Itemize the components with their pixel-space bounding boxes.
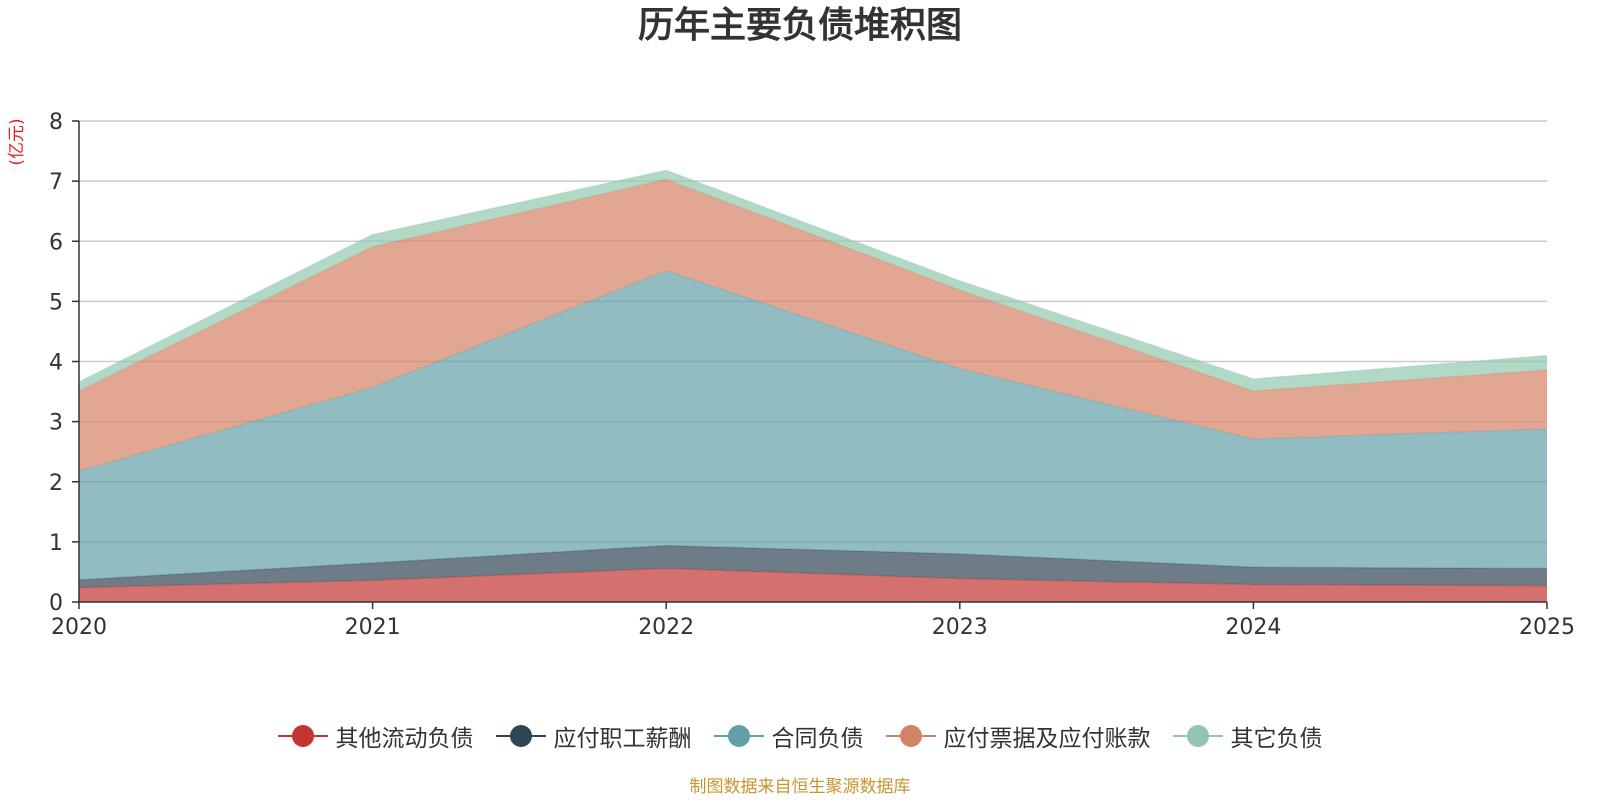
y-tick-label: 4	[49, 351, 63, 376]
chart-title: 历年主要负债堆积图	[637, 5, 962, 46]
x-tick-label: 2020	[51, 615, 107, 640]
x-tick-label: 2023	[932, 615, 988, 640]
legend-marker-icon	[1172, 724, 1223, 748]
legend-label: 应付票据及应付账款	[943, 726, 1151, 752]
area-employee-payables[interactable]	[79, 545, 1547, 588]
stacked-areas	[78, 169, 1548, 602]
area-notes-and-accounts-payable[interactable]	[79, 179, 1547, 471]
x-tick-label: 2025	[1519, 615, 1575, 640]
legend-label: 合同负债	[771, 726, 864, 752]
x-tick-label: 2022	[638, 615, 694, 640]
legend-label: 其他流动负债	[335, 726, 474, 752]
y-tick-label: 5	[49, 290, 63, 315]
line-other-liabilities	[78, 169, 1548, 383]
data-source-note: 制图数据来自恒生聚源数据库	[689, 777, 911, 797]
area-other-liabilities[interactable]	[79, 170, 1547, 391]
area-other-current-liabilities[interactable]	[79, 568, 1547, 602]
y-tick-label: 8	[49, 110, 63, 135]
chart-legend: 其他流动负债 应付职工薪酬 合同负债 应付票据及应付账款 其它负债	[0, 720, 1600, 752]
legend-label: 其它负债	[1230, 726, 1323, 752]
y-tick-label: 2	[49, 471, 63, 496]
y-tick-label: 6	[49, 230, 63, 255]
x-tick-label: 2021	[345, 615, 401, 640]
legend-marker-icon	[277, 724, 328, 748]
legend-item-contract-liabilities[interactable]: 合同负债	[713, 719, 864, 753]
legend-marker-icon	[713, 724, 764, 748]
y-tick-label: 0	[49, 591, 63, 616]
y-tick-label: 7	[49, 170, 63, 195]
y-tick-label: 1	[49, 531, 63, 556]
y-tick-label: 3	[49, 411, 63, 436]
y-axis-unit-label: (亿元)	[7, 118, 27, 165]
legend-item-employee-payables[interactable]: 应付职工薪酬	[495, 719, 692, 753]
legend-item-other-current-liabilities[interactable]: 其他流动负债	[277, 719, 474, 753]
x-tick-label: 2024	[1225, 615, 1281, 640]
legend-marker-icon	[885, 724, 936, 748]
area-contract-liabilities[interactable]	[79, 270, 1547, 580]
legend-marker-icon	[495, 724, 546, 748]
legend-label: 应付职工薪酬	[553, 726, 692, 752]
axes: 0 1 2 3 4 5 6 7 8 2020 2021 2022 2023 2024 2025	[49, 110, 1575, 640]
legend-item-other-liabilities[interactable]: 其它负债	[1172, 719, 1323, 753]
legend-item-notes-and-accounts-payable[interactable]: 应付票据及应付账款	[885, 719, 1151, 753]
